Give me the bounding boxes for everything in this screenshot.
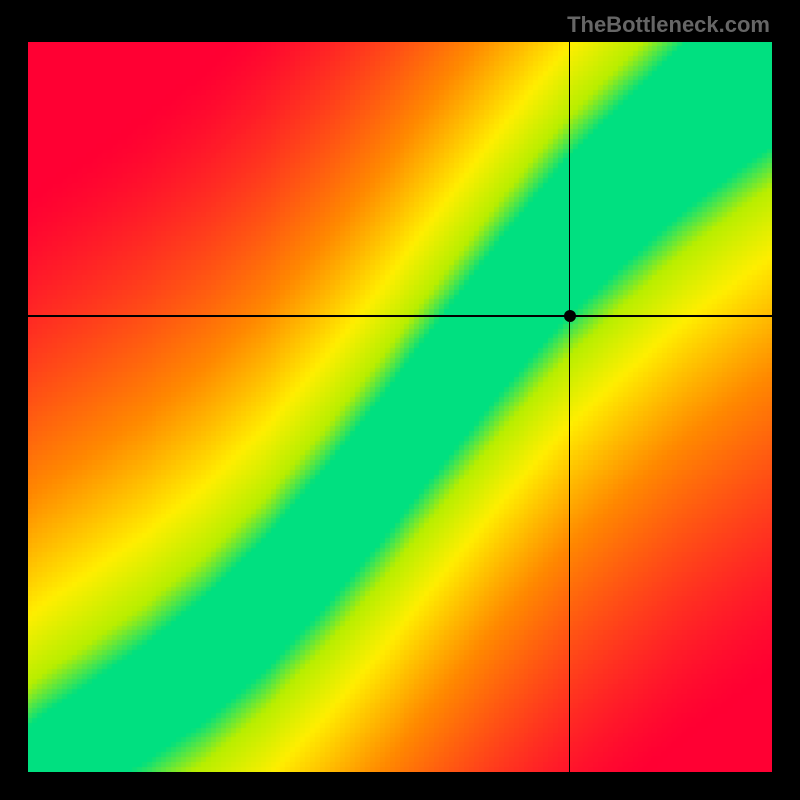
crosshair-horizontal — [28, 315, 772, 317]
frame-left — [0, 42, 28, 772]
crosshair-dot — [564, 310, 576, 322]
watermark-text: TheBottleneck.com — [567, 12, 770, 38]
frame-right — [772, 42, 800, 772]
crosshair-vertical — [569, 42, 571, 772]
frame-bottom — [0, 772, 800, 800]
root-container: TheBottleneck.com — [0, 0, 800, 800]
bottleneck-heatmap — [28, 42, 772, 772]
